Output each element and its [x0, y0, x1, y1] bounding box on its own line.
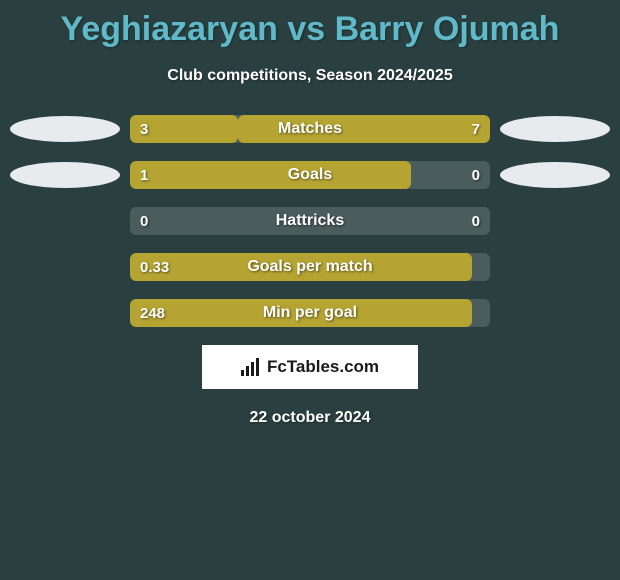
player-marker-right [500, 116, 610, 142]
stat-bar: 37Matches [130, 115, 490, 143]
stat-bar-fill-left [130, 253, 472, 281]
stat-label: Hattricks [130, 207, 490, 235]
stat-bar: 0.33Goals per match [130, 253, 490, 281]
stat-value-right: 0 [472, 161, 480, 189]
stat-row: 37Matches [10, 115, 610, 143]
stat-bar: 10Goals [130, 161, 490, 189]
stat-value-left: 0 [140, 207, 148, 235]
stat-row: 10Goals [10, 161, 610, 189]
stat-value-right: 0 [472, 207, 480, 235]
logo-text: FcTables.com [267, 357, 379, 377]
comparison-title: Yeghiazaryan vs Barry Ojumah [0, 0, 620, 49]
stat-bar: 248Min per goal [130, 299, 490, 327]
stat-bar-fill-left [130, 115, 238, 143]
bar-chart-icon [241, 358, 261, 376]
stat-row: 0 0Hattricks [10, 207, 610, 235]
stat-bar-fill-left [130, 161, 411, 189]
player-marker-left [10, 162, 120, 188]
stat-row: 248Min per goal [10, 299, 610, 327]
fctables-logo[interactable]: FcTables.com [202, 345, 418, 389]
comparison-subtitle: Club competitions, Season 2024/2025 [0, 67, 620, 85]
comparison-chart: 37Matches10Goals00Hattricks0.33Goals per… [0, 115, 620, 327]
player-marker-left [10, 116, 120, 142]
stat-bar-fill-right [238, 115, 490, 143]
snapshot-date: 22 october 2024 [0, 409, 620, 427]
player-marker-right [500, 162, 610, 188]
stat-row: 0.33Goals per match [10, 253, 610, 281]
stat-bar: 0 0Hattricks [130, 207, 490, 235]
stat-bar-fill-left [130, 299, 472, 327]
